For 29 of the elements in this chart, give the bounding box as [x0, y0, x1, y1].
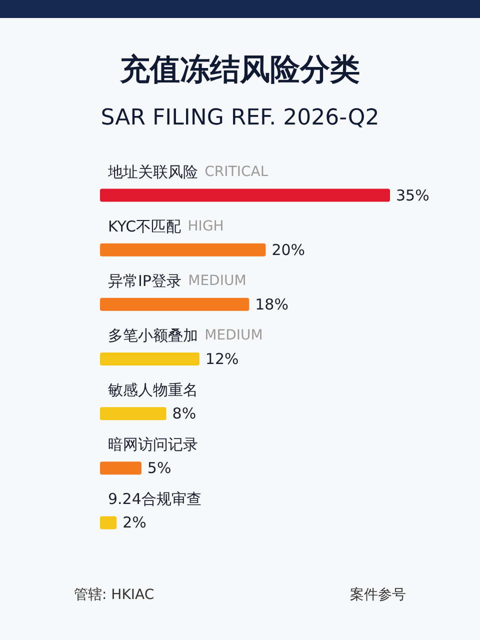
y-tick-label: 多笔小额叠加	[108, 326, 198, 344]
data-label: 20%	[272, 240, 306, 259]
y-tick-label: KYC不匹配	[108, 217, 182, 236]
y-tick-label: 地址关联风险	[107, 162, 198, 181]
bar	[100, 243, 266, 256]
bar	[100, 298, 250, 311]
annotation: MEDIUM	[188, 272, 246, 289]
bar	[100, 188, 390, 202]
chart-subtitle: SAR FILING REF. 2026-Q2	[100, 106, 380, 130]
data-label: 2%	[122, 514, 146, 532]
bar	[100, 407, 166, 420]
y-tick-label: 暗网访问记录	[108, 436, 198, 454]
data-label: 8%	[172, 404, 196, 423]
text: 管辖: HKIAC	[74, 587, 154, 603]
text: 案件参号	[350, 586, 406, 603]
data-label: 35%	[396, 186, 430, 204]
y-tick-label: 9.24合规审查	[108, 490, 202, 508]
annotation: CRITICAL	[204, 164, 268, 180]
annotation: HIGH	[188, 218, 224, 234]
bar	[100, 516, 117, 530]
annotation: MEDIUM	[204, 328, 263, 344]
y-tick-label: 敏感人物重名	[108, 381, 198, 400]
data-label: 12%	[205, 350, 239, 368]
data-label: 5%	[147, 459, 172, 478]
chart-title: 充值冻结风险分类	[119, 52, 360, 88]
y-tick-label: 异常IP登录	[108, 272, 182, 290]
bar	[100, 352, 200, 366]
data-label: 18%	[255, 295, 288, 314]
bar	[100, 462, 142, 475]
